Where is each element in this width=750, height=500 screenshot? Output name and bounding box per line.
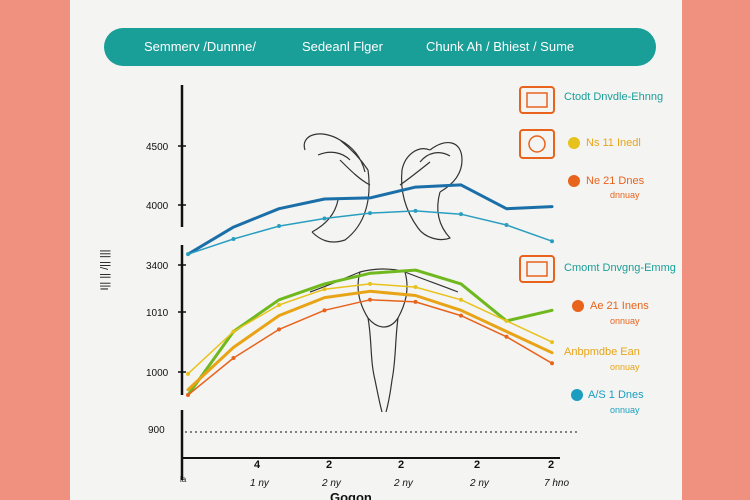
data-point bbox=[550, 239, 554, 244]
data-point bbox=[459, 212, 463, 217]
data-point bbox=[277, 327, 281, 332]
illustration-heads-icon bbox=[303, 133, 463, 243]
data-point bbox=[413, 299, 418, 304]
data-point bbox=[231, 355, 236, 360]
legend-sublabel: onnuay bbox=[610, 405, 640, 415]
chart-panel bbox=[70, 0, 682, 500]
data-point bbox=[413, 285, 418, 290]
y-axis-label: I|| || /|| ||| bbox=[99, 250, 111, 291]
series-line bbox=[186, 183, 554, 256]
illustration-uterus-icon bbox=[309, 268, 459, 413]
legend-label: Ctodt Dnvdle-Ehnng bbox=[564, 91, 664, 103]
y-tick-label: 1010 bbox=[146, 308, 169, 319]
data-point bbox=[368, 211, 372, 216]
data-point bbox=[186, 393, 190, 397]
legend-label: A/S 1 Dnes bbox=[588, 389, 644, 401]
y-tick-label: 4500 bbox=[146, 142, 169, 153]
data-point bbox=[504, 222, 509, 227]
data-point bbox=[550, 340, 554, 345]
data-point bbox=[413, 208, 418, 213]
y-tick-label: 4000 bbox=[146, 201, 169, 212]
x-tick-label: 2 ny bbox=[469, 478, 490, 489]
legend-label: Ae 21 Inens bbox=[590, 300, 649, 312]
y-tick-label: 3400 bbox=[146, 261, 169, 272]
legend-label: Ne 21 Dnes bbox=[586, 175, 645, 187]
data-point bbox=[322, 308, 327, 313]
data-point bbox=[277, 224, 281, 229]
series-line bbox=[187, 210, 553, 255]
legend-sublabel: dnnuay bbox=[610, 190, 640, 200]
legend-label: Cmomt Dnvgng-Emmg bbox=[564, 262, 676, 274]
legend-label: Ns 11 Inedl bbox=[586, 137, 641, 149]
y-tick-label: 1000 bbox=[146, 368, 169, 379]
legend-label: Anbpmdbe Ean bbox=[564, 346, 640, 358]
x-tick-label: 2 bbox=[398, 459, 404, 471]
header-item-2: Sedeanl Flger bbox=[302, 39, 383, 54]
data-point bbox=[550, 361, 554, 366]
x-tick-label: 2 bbox=[548, 459, 554, 471]
legend-sublabel: onnuay bbox=[610, 316, 640, 326]
y-tick-label: 900 bbox=[148, 425, 165, 436]
data-point bbox=[186, 371, 190, 376]
data-point bbox=[459, 313, 463, 318]
data-point bbox=[322, 287, 327, 292]
x-tick-label: la bbox=[180, 475, 187, 484]
header-bar: Semmerv /Dunnne/ Sedeanl Flger Chunk Ah … bbox=[104, 28, 656, 66]
data-point bbox=[277, 303, 281, 308]
x-tick-label: 1 ny bbox=[250, 478, 270, 489]
data-point bbox=[368, 297, 372, 302]
data-point bbox=[368, 281, 372, 286]
data-point bbox=[322, 216, 327, 221]
series-line bbox=[186, 268, 554, 397]
data-point bbox=[459, 297, 463, 302]
x-axis-label: Gogon bbox=[330, 490, 372, 500]
data-point bbox=[504, 318, 509, 323]
x-tick-label: 4 bbox=[254, 459, 261, 471]
legend-sublabel: onnuay bbox=[610, 362, 640, 372]
x-tick-label: 2 ny bbox=[321, 478, 342, 489]
data-point bbox=[186, 252, 190, 257]
header-item-1: Semmerv /Dunnne/ bbox=[144, 39, 256, 54]
x-tick-label: 7 hno bbox=[544, 478, 569, 489]
x-tick-label: 2 bbox=[326, 459, 332, 471]
x-tick-label: 2 ny bbox=[393, 478, 414, 489]
data-point bbox=[231, 237, 236, 242]
data-point bbox=[231, 329, 236, 334]
series-line bbox=[186, 289, 554, 392]
header-item-3: Chunk Ah / Bhiest / Sume bbox=[426, 39, 575, 54]
data-point bbox=[504, 334, 509, 339]
x-tick-label: 2 bbox=[474, 459, 480, 471]
